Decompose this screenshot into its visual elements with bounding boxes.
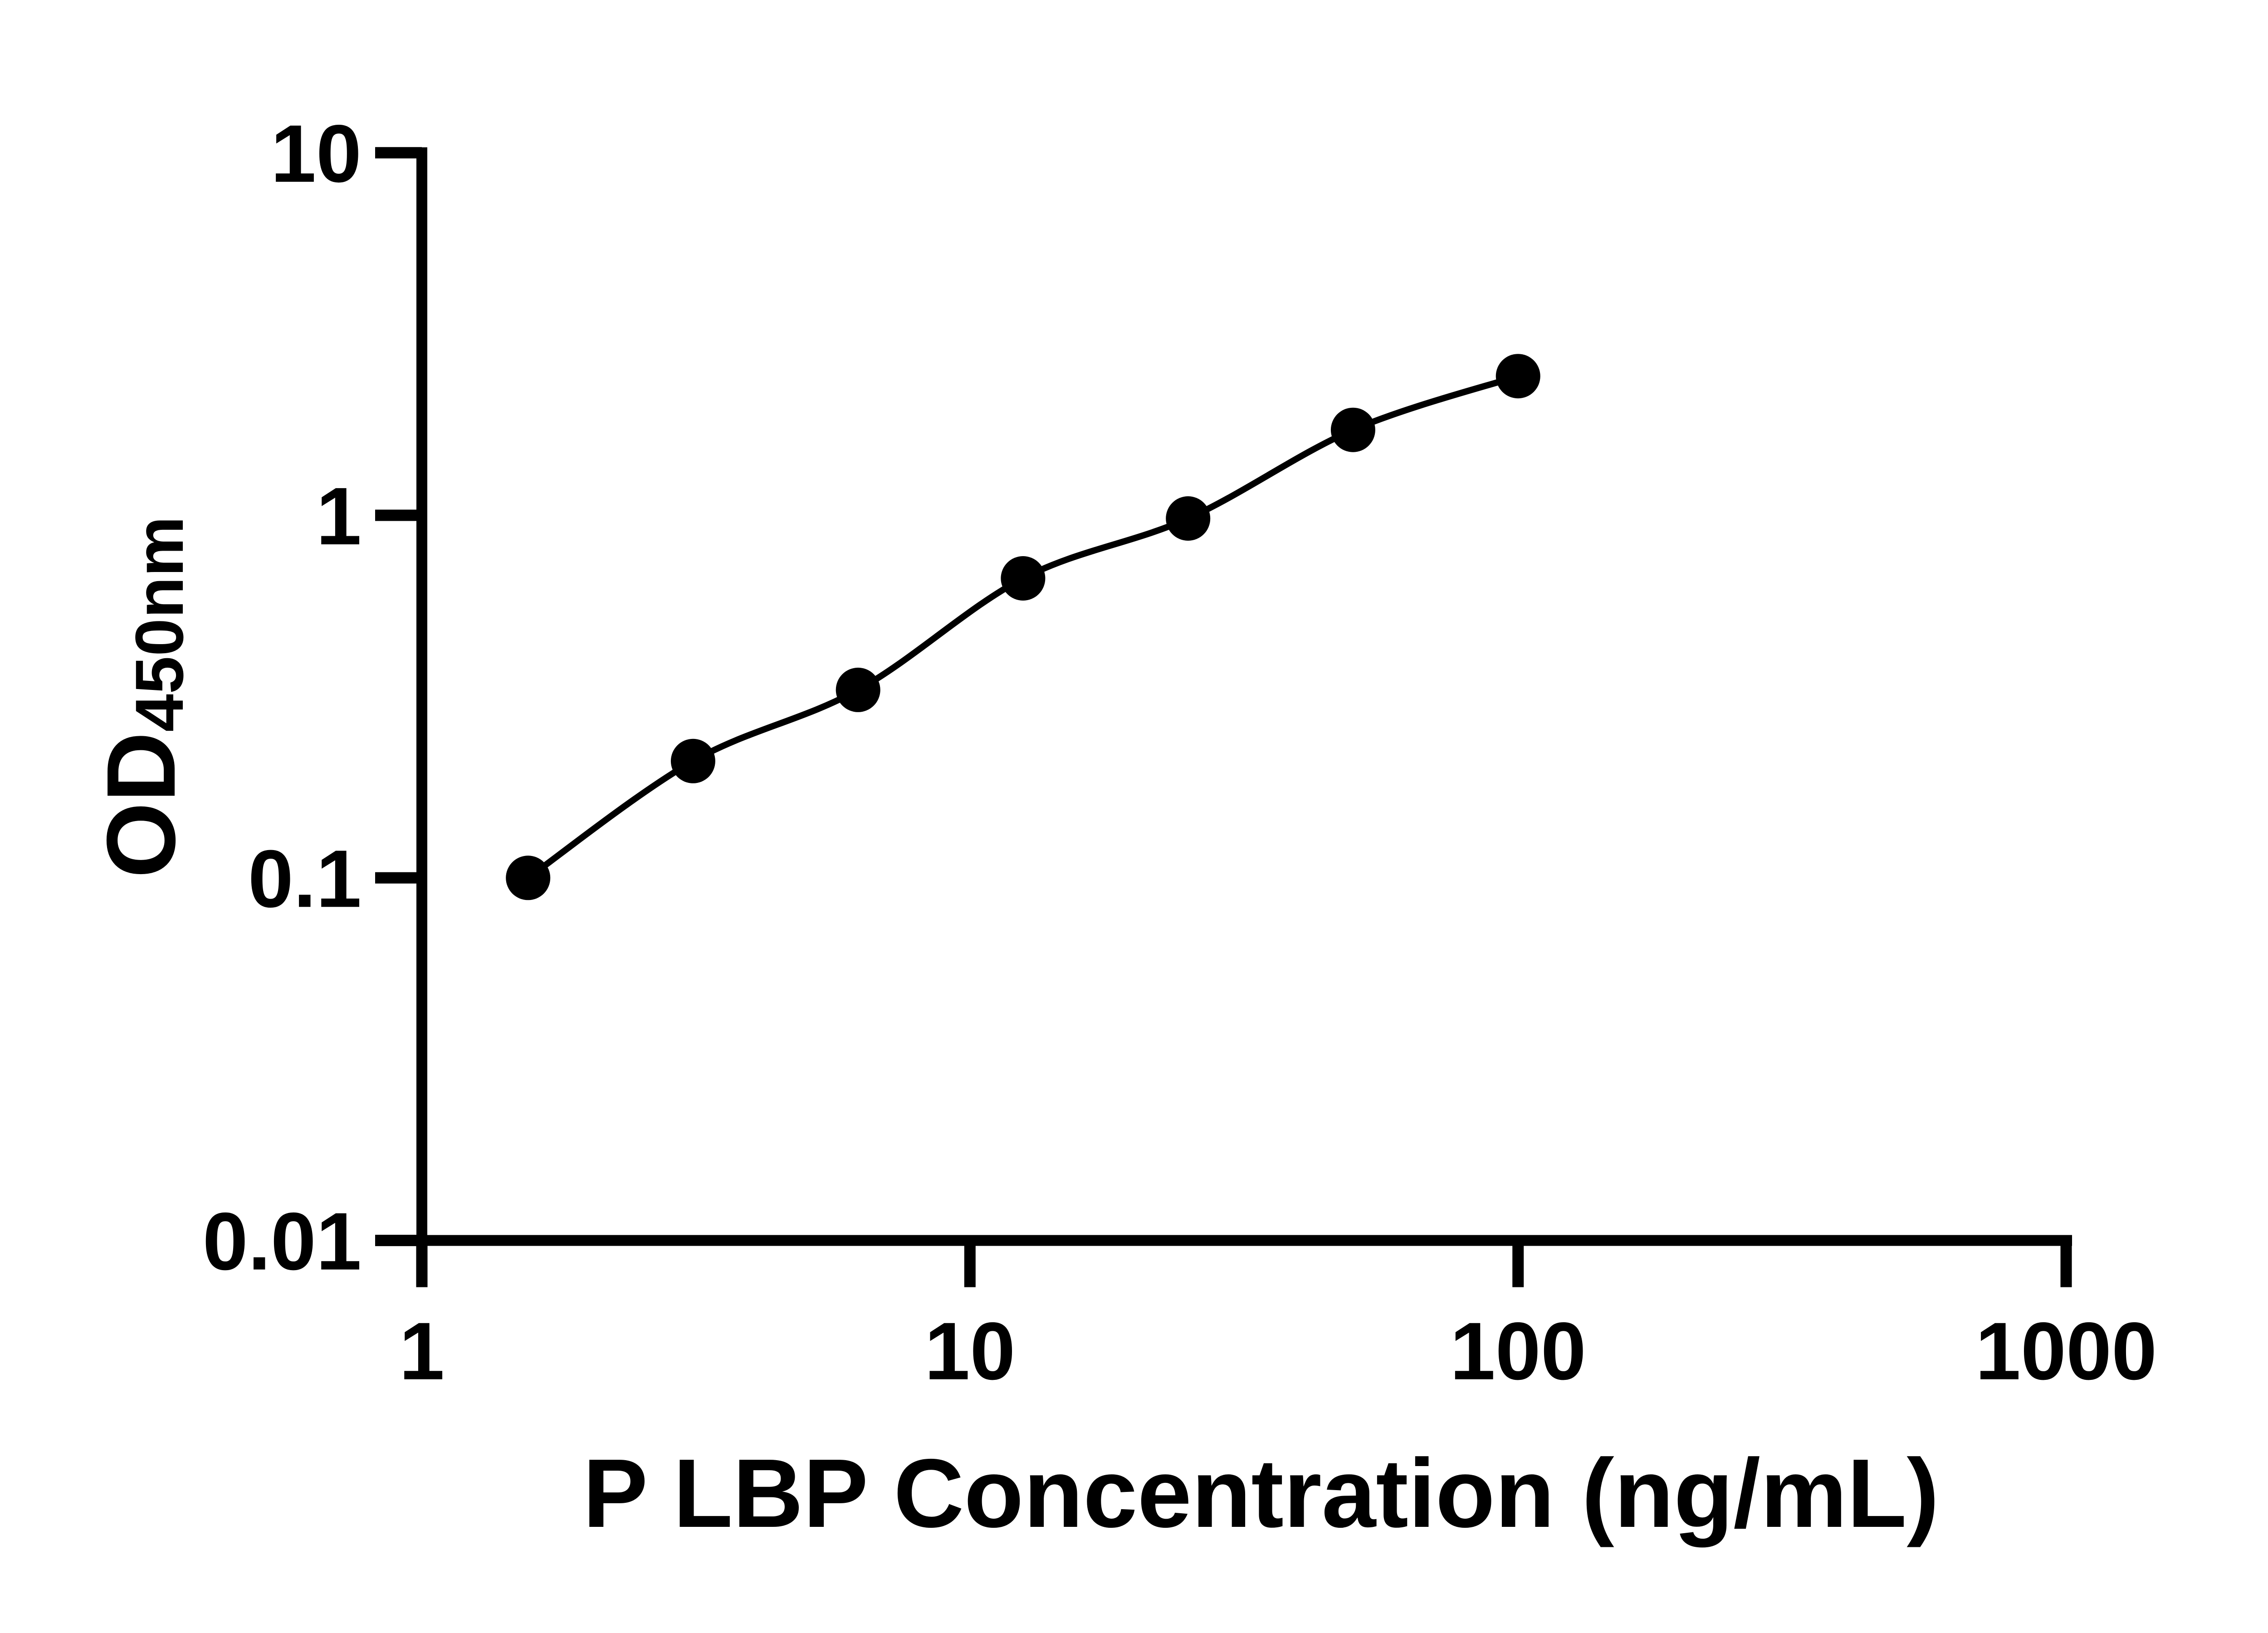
y-tick-label: 0.01 — [203, 1196, 362, 1287]
x-axis-title: P LBP Concentration (ng/mL) — [583, 1438, 1939, 1548]
data-point — [1496, 354, 1540, 399]
data-point — [506, 856, 551, 900]
x-tick-label: 1 — [399, 1306, 445, 1397]
x-tick-label: 100 — [1450, 1306, 1586, 1397]
data-point — [1001, 556, 1046, 601]
curve-line — [525, 373, 1521, 881]
axes — [375, 147, 2072, 1287]
data-point — [670, 738, 715, 783]
x-tick-label: 10 — [924, 1306, 1015, 1397]
data-point — [1166, 496, 1211, 541]
curve — [525, 373, 1521, 881]
data-point — [1330, 407, 1375, 452]
y-axis-title-subscript: 450nm — [121, 516, 197, 732]
data-points — [506, 354, 1540, 900]
y-tick-label: 10 — [271, 108, 362, 200]
x-tick-label: 1000 — [1975, 1306, 2157, 1397]
y-axis-title-main: OD — [86, 732, 196, 878]
tick-labels: 1 10 100 1000 10 1 0.1 0.01 — [203, 108, 2157, 1397]
y-axis-title: OD450nm — [86, 516, 197, 878]
y-tick-label: 0.1 — [248, 833, 362, 924]
data-point — [836, 667, 880, 712]
y-tick-label: 1 — [316, 471, 362, 562]
